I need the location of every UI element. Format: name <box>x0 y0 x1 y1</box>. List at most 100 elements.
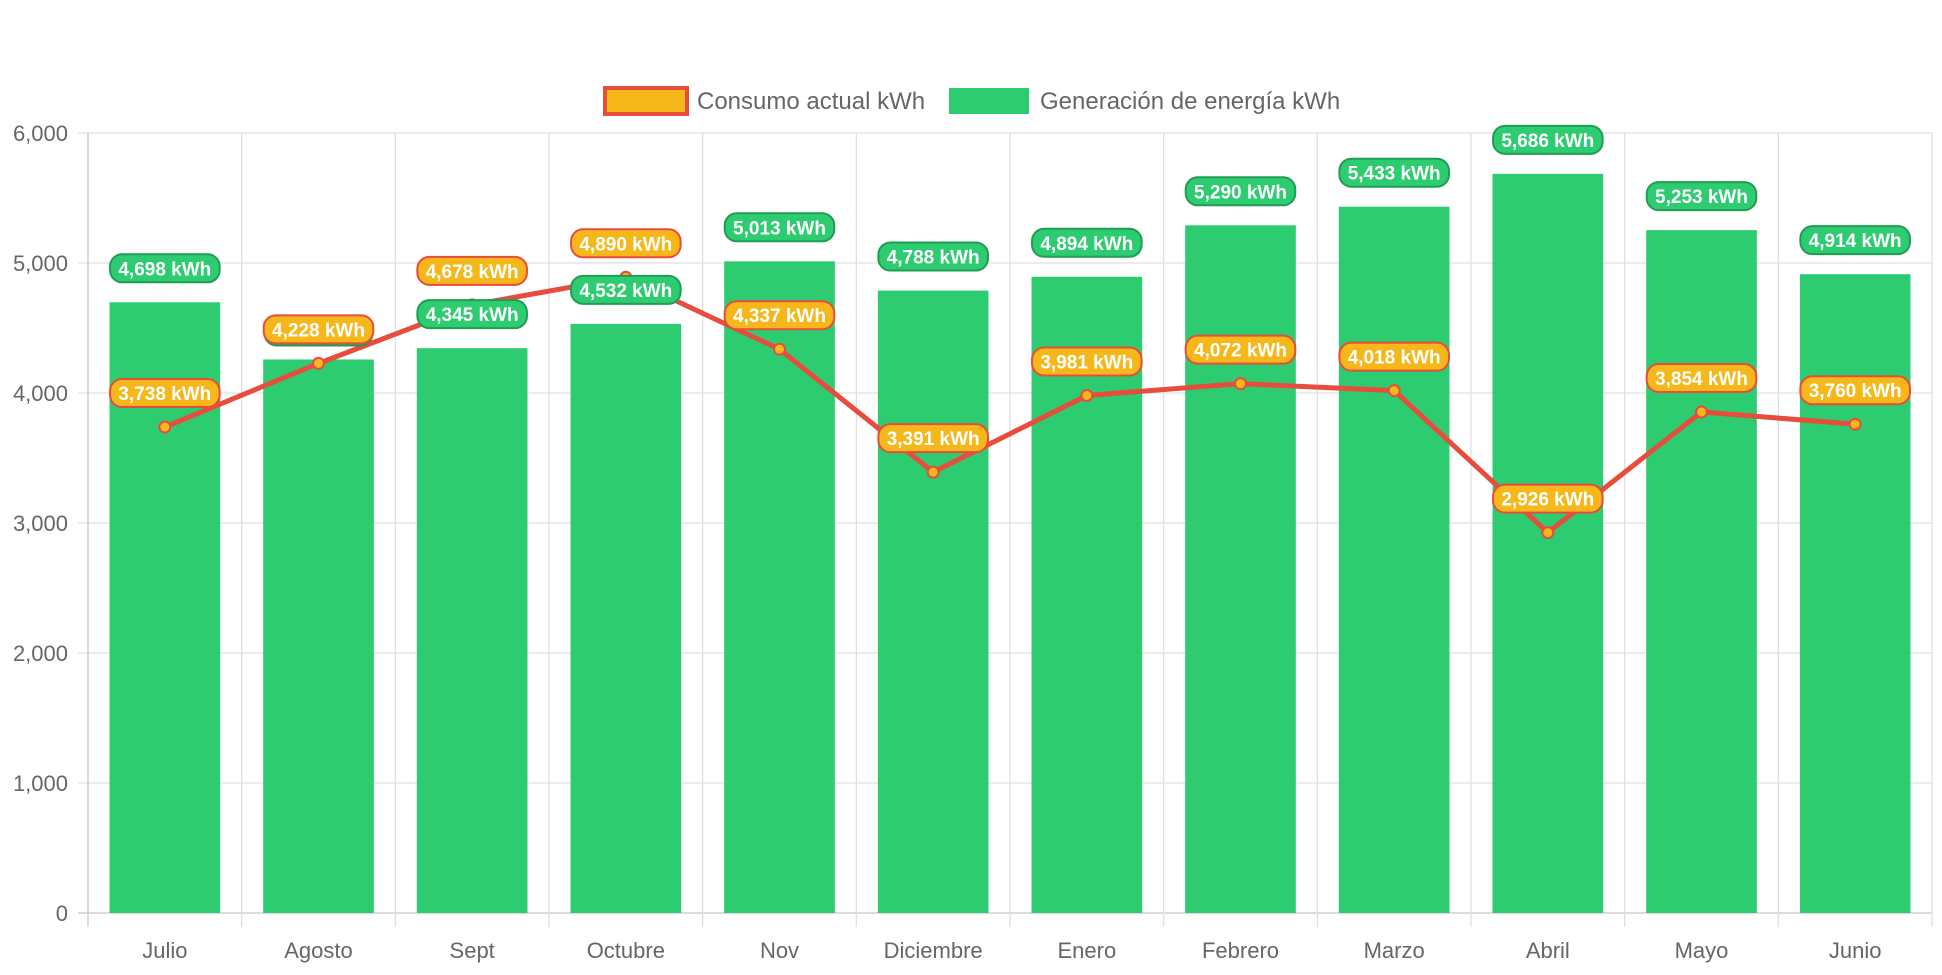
data-label-text: 4,337 kWh <box>733 306 826 327</box>
data-label-text: 5,686 kWh <box>1501 131 1594 152</box>
data-label-text: 4,890 kWh <box>579 234 672 255</box>
data-label-text: 5,290 kWh <box>1194 182 1287 203</box>
x-tick-label: Febrero <box>1202 938 1279 963</box>
data-label-bg <box>570 274 682 305</box>
x-tick-label: Marzo <box>1364 938 1425 963</box>
line-point[interactable] <box>158 420 172 434</box>
line-point[interactable] <box>773 342 786 356</box>
data-label-bg <box>723 212 836 243</box>
bar-data-label: 5,290 kWh <box>1184 176 1297 207</box>
legend-label-generacion: Generación de energía kWh <box>1040 88 1340 115</box>
y-tick-label: 4,000 <box>13 381 68 406</box>
line-data-label: 4,228 kWh <box>262 314 375 345</box>
line-point[interactable] <box>1080 388 1094 402</box>
bar-data-label: 4,914 kWh <box>1799 225 1911 256</box>
bar[interactable] <box>877 290 989 913</box>
bar-data-label: 5,433 kWh <box>1338 157 1450 188</box>
line-data-label: 3,981 kWh <box>1031 346 1143 377</box>
data-label-bg <box>570 228 682 259</box>
bar[interactable] <box>724 261 835 913</box>
data-label-bg <box>1799 225 1911 256</box>
legend-item-consumo[interactable]: Consumo actual kWh <box>603 86 925 116</box>
line-data-label: 4,072 kWh <box>1184 334 1297 365</box>
line-point[interactable] <box>1234 377 1247 391</box>
data-label-text: 4,345 kWh <box>426 305 519 326</box>
x-tick-label: Enero <box>1057 938 1116 963</box>
line-data-label: 2,926 kWh <box>1492 483 1604 514</box>
x-tick-label: Agosto <box>284 938 353 963</box>
legend-label-consumo: Consumo actual kWh <box>697 88 925 115</box>
data-label-bg <box>1645 181 1758 212</box>
x-tick-label: Julio <box>142 938 187 963</box>
data-label-bg <box>1031 227 1143 258</box>
data-label-bg <box>1338 341 1450 372</box>
data-label-text: 5,013 kWh <box>733 218 826 239</box>
bar-data-label: 5,013 kWh <box>723 212 836 243</box>
bar[interactable] <box>1185 225 1296 914</box>
line-data-label: 3,391 kWh <box>877 423 989 454</box>
x-tick-label: Octubre <box>587 938 665 963</box>
y-tick-label: 2,000 <box>13 641 68 666</box>
data-label-text: 4,228 kWh <box>272 320 365 341</box>
data-label-bg <box>1492 483 1604 514</box>
line-data-label: 3,738 kWh <box>109 378 221 409</box>
legend-item-generacion[interactable]: Generación de energía kWh <box>949 88 1340 115</box>
bar[interactable] <box>1338 206 1450 913</box>
x-tick-label: Abril <box>1526 938 1570 963</box>
line-point[interactable] <box>312 356 325 370</box>
data-label-bg <box>877 241 989 272</box>
bar[interactable] <box>570 323 682 914</box>
line-data-label: 4,018 kWh <box>1338 341 1450 372</box>
bar-data-label: 5,686 kWh <box>1492 124 1604 155</box>
axes: 0 1,000 2,000 3,000 4,000 5,000 6,000 Julio Agos… <box>13 121 1882 963</box>
x-tick-label: Nov <box>760 938 799 963</box>
bar[interactable] <box>1031 276 1143 913</box>
bar[interactable] <box>416 348 528 913</box>
data-label-bg <box>416 299 528 330</box>
bar-data-labels: 4,698 kWh 4,345 kWh 4,532 kWh 5,013 kWh 4,78… <box>109 124 1911 347</box>
x-tick-label: Mayo <box>1675 938 1729 963</box>
data-label-text: 4,914 kWh <box>1809 231 1902 252</box>
data-label-text: 4,678 kWh <box>426 262 519 283</box>
line-point[interactable] <box>1695 405 1708 419</box>
data-label-text: 3,391 kWh <box>887 429 980 450</box>
data-label-bg <box>416 255 528 286</box>
y-tick-label: 3,000 <box>13 511 68 536</box>
bar-data-label: 4,532 kWh <box>570 274 682 305</box>
bar[interactable] <box>1646 230 1757 914</box>
legend-swatch-consumo <box>603 86 689 116</box>
line-point[interactable] <box>1848 417 1862 431</box>
data-label-text: 4,072 kWh <box>1194 341 1287 362</box>
data-label-bg <box>1645 362 1758 393</box>
data-label-text: 2,926 kWh <box>1501 490 1594 511</box>
data-label-text: 3,854 kWh <box>1655 369 1748 390</box>
line-data-label: 3,760 kWh <box>1799 375 1911 406</box>
data-label-bg <box>1184 334 1297 365</box>
y-tick-label: 1,000 <box>13 771 68 796</box>
data-label-bg <box>109 253 221 284</box>
data-label-bg <box>1338 157 1450 188</box>
bar[interactable] <box>263 359 374 914</box>
legend-swatch-generacion <box>949 88 1029 114</box>
line-data-label: 4,678 kWh <box>416 255 528 286</box>
line-data-label: 3,854 kWh <box>1645 362 1758 393</box>
data-label-text: 4,532 kWh <box>579 281 672 302</box>
line-point[interactable] <box>926 465 940 479</box>
data-label-text: 3,760 kWh <box>1809 381 1902 402</box>
data-label-text: 4,788 kWh <box>887 248 980 269</box>
bar-data-label: 4,345 kWh <box>416 299 528 330</box>
x-tick-label: Diciembre <box>884 938 983 963</box>
data-label-text: 5,433 kWh <box>1348 164 1441 185</box>
data-label-bg <box>877 423 989 454</box>
x-tick-label: Sept <box>450 938 495 963</box>
data-label-text: 4,894 kWh <box>1040 234 1133 255</box>
bar-series-generacion <box>109 173 1911 914</box>
bar[interactable] <box>1492 173 1604 913</box>
line-point[interactable] <box>1541 526 1555 540</box>
bar[interactable] <box>1799 274 1911 913</box>
bar-data-label: 5,253 kWh <box>1645 181 1758 212</box>
line-point[interactable] <box>1387 384 1401 398</box>
line-data-label: 4,337 kWh <box>723 300 836 331</box>
